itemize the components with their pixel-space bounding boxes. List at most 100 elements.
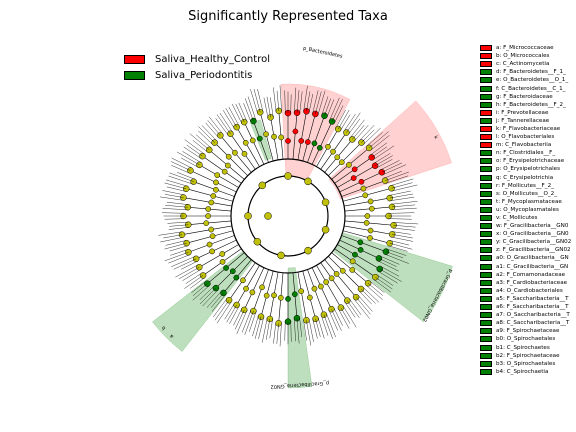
tree-node xyxy=(328,275,335,282)
taxa-legend-swatch xyxy=(480,336,492,343)
tree-node xyxy=(291,291,298,298)
taxa-legend-swatch xyxy=(480,263,492,270)
legend-label-periodontitis: Saliva_Periodontitis xyxy=(155,69,253,81)
tree-node xyxy=(256,135,263,142)
taxa-legend-item: d: F_Bacteroidetes__F_1_ xyxy=(480,68,571,76)
taxa-legend-swatch xyxy=(480,231,492,238)
taxa-legend-item: b0: O_Spirochaetales xyxy=(480,335,571,343)
tree-branch xyxy=(331,252,369,284)
phylum-node xyxy=(253,237,262,246)
taxa-legend-label: l: O_Flavobacteriales xyxy=(496,134,555,141)
leaf-branch xyxy=(334,105,344,123)
tree-branch xyxy=(344,206,392,212)
leaf-branch xyxy=(164,182,187,189)
tree-branch xyxy=(202,155,242,184)
taxa-legend-swatch xyxy=(480,158,492,165)
leaf-branch xyxy=(377,260,399,272)
tree-node xyxy=(205,213,211,219)
root-node xyxy=(264,212,272,220)
leaf-branch xyxy=(210,292,224,308)
taxa-legend-swatch xyxy=(480,279,492,286)
tree-node xyxy=(285,138,291,144)
leaf-branch xyxy=(191,281,206,293)
taxa-legend-item: a1: C_Gracilibacteria__GN xyxy=(480,263,571,271)
leaf-branch xyxy=(385,175,409,184)
leaf-branch xyxy=(379,255,400,265)
leaf-branch xyxy=(373,279,391,293)
leaf-branch xyxy=(389,190,411,196)
phylum-node xyxy=(284,172,292,180)
leaf-branch xyxy=(391,201,418,205)
taxa-legend-item: b: O_Micrococcales xyxy=(480,52,571,60)
leaf-branch xyxy=(378,258,397,267)
tree-node xyxy=(208,226,215,233)
leaf-branch xyxy=(388,245,408,252)
taxa-legend-swatch xyxy=(480,320,492,327)
leaf-branch xyxy=(346,112,361,133)
tree-node xyxy=(307,294,313,301)
tree-node xyxy=(362,192,369,199)
tree-branch xyxy=(181,225,232,235)
leaf-branch xyxy=(166,186,186,192)
leaf-branch xyxy=(326,313,336,338)
leaf-branch xyxy=(195,134,212,149)
tree-node xyxy=(214,172,221,178)
leaf-branch xyxy=(294,87,297,113)
leaf-branch xyxy=(233,308,242,326)
leaf-branch xyxy=(340,307,351,324)
leaf-branch xyxy=(385,171,409,181)
leaf-branch xyxy=(229,306,240,324)
leaf-branch xyxy=(303,320,307,341)
taxa-legend-swatch xyxy=(480,247,492,254)
taxa-legend-label: v: C_Mollicutes xyxy=(496,215,538,222)
leaf-branch xyxy=(159,196,183,201)
taxa-legend-swatch xyxy=(480,223,492,230)
tree-node xyxy=(349,267,356,273)
leaf-branch xyxy=(312,90,319,114)
tree-branch xyxy=(196,239,237,260)
tree-branch xyxy=(334,248,376,278)
tree-branch xyxy=(320,262,348,301)
taxa-legend-item: a7: O_Saccharibacteria__T xyxy=(480,311,571,319)
leaf-branch xyxy=(321,96,329,115)
leaf-branch xyxy=(348,118,361,135)
taxa-legend-swatch xyxy=(480,198,492,205)
taxa-legend-item: f: C_Bacteroidetes__C_1_ xyxy=(480,84,571,92)
tree-node xyxy=(368,205,375,212)
leaf-branch xyxy=(192,140,208,153)
leaf-branch xyxy=(369,142,388,156)
tree-node xyxy=(209,233,216,240)
leaf-branch xyxy=(171,161,191,171)
tree-node xyxy=(225,162,231,169)
tree-branch xyxy=(253,120,269,163)
taxa-legend-label: m: C_Flavobacteriia xyxy=(496,142,552,149)
tree-node xyxy=(209,248,215,255)
leaf-branch xyxy=(392,207,417,210)
taxa-legend-item: b1: C_Spirochaetes xyxy=(480,343,571,351)
taxa-legend-item: a9: F_Spirochaetaceae xyxy=(480,327,571,335)
taxa-legend-item: t: F_Mycoplasmataceae xyxy=(480,198,571,206)
leaf-branch xyxy=(273,87,277,112)
tree-node xyxy=(233,274,240,281)
leaf-branch xyxy=(163,234,183,239)
taxa-legend-swatch xyxy=(480,304,492,311)
tree-node xyxy=(219,258,226,265)
taxa-legend-label: h: F_Bacteroidetes__F_2_ xyxy=(496,101,566,108)
taxa-legend-swatch xyxy=(480,142,492,149)
leaf-branch xyxy=(333,307,343,326)
tree-branch xyxy=(292,112,298,160)
leaf-branch xyxy=(168,227,189,230)
sector-label-bacteroidetes: p_Bacteroidetes xyxy=(302,46,343,60)
leaf-branch xyxy=(359,125,375,141)
leaf-branch xyxy=(198,126,215,143)
leaf-branch xyxy=(378,271,398,284)
leaf-branch xyxy=(290,321,292,342)
leaf-branch xyxy=(366,285,383,300)
leaf-branch xyxy=(219,112,233,133)
tree-branch xyxy=(297,111,307,160)
tree-node xyxy=(208,199,215,206)
taxa-legend-label: b4: C_Spirochaetia xyxy=(496,368,549,375)
leaf-branch xyxy=(306,91,311,112)
leaf-branch xyxy=(182,151,201,163)
legend-swatch-periodontitis xyxy=(124,70,145,80)
